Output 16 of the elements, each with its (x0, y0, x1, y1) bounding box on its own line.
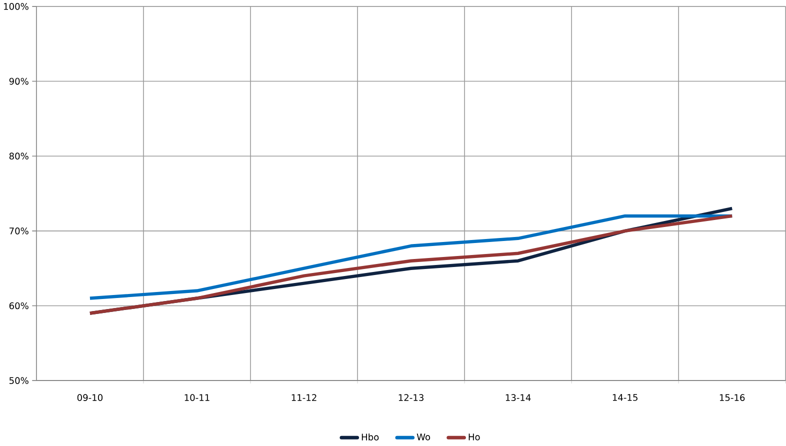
x-tick-label: 10-11 (184, 394, 210, 402)
legend-label: Hbo (362, 434, 379, 441)
x-tick-label: 12-13 (398, 394, 424, 402)
y-tick-label: 70% (10, 228, 28, 234)
y-tick-label: 60% (9, 302, 28, 310)
y-tick-label: 90% (9, 78, 28, 85)
x-tick-label: 11-12 (292, 394, 316, 402)
x-tick-label: 13-14 (506, 394, 531, 402)
legend-label: Ho (468, 434, 480, 440)
x-tick-label: 14-15 (612, 394, 638, 402)
y-tick-label: 50% (9, 377, 28, 384)
legend-label: Wo (416, 434, 430, 440)
x-tick-label: 15-16 (720, 394, 745, 402)
y-tick-label: 100% (4, 3, 28, 10)
y-tick-label: 80% (9, 152, 28, 160)
x-tick-label: 09-10 (77, 394, 103, 402)
